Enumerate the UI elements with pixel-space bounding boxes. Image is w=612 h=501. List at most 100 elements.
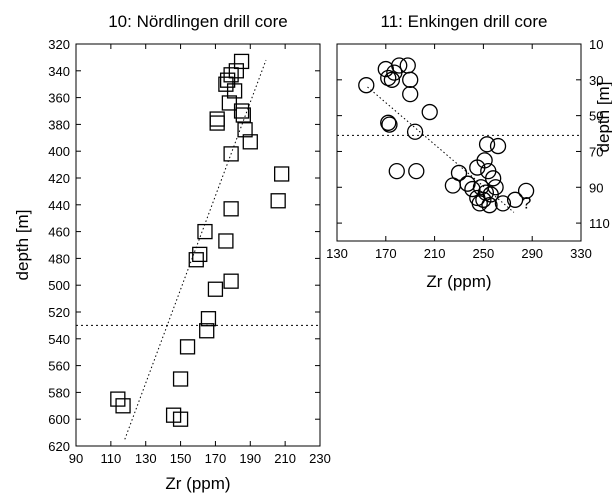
data-point-square: [192, 246, 208, 263]
x-tick-label: 170: [205, 451, 227, 466]
x-tick-label: 230: [309, 451, 331, 466]
data-point-circle: [381, 116, 398, 133]
data-point-circle: [408, 163, 425, 180]
data-point-circle: [421, 103, 438, 121]
data-point-square: [274, 166, 290, 182]
data-point-circle: [485, 170, 502, 187]
x-axis-title-enkingen: Zr (ppm): [426, 272, 491, 291]
data-point-square: [209, 115, 225, 131]
data-point-square: [237, 122, 253, 138]
data-point-square: [235, 107, 251, 123]
data-point-square: [188, 252, 204, 268]
data-point-circle: [478, 136, 496, 153]
y-axis-title-nordlingen: depth [m]: [13, 210, 32, 281]
data-point-square: [179, 339, 196, 355]
data-point-square: [221, 95, 238, 111]
data-points-enkingen: [358, 57, 535, 214]
x-tick-label: 90: [69, 451, 83, 466]
chart-enkingen: 11: Enkingen drill core 130 170 210 250 290 3…: [326, 12, 612, 291]
data-point-circle: [399, 57, 416, 74]
data-point-circle: [471, 195, 488, 212]
annotations-nordlingen: [76, 59, 320, 440]
data-point-circle: [517, 182, 535, 200]
data-point-square: [218, 233, 234, 249]
y-tick-label: 440: [48, 198, 70, 213]
data-point-circle: [388, 163, 405, 180]
y-tick-label: 600: [48, 412, 70, 427]
plot-area-enkingen: [336, 43, 582, 242]
y-tick-label: 560: [48, 359, 70, 374]
data-point-circle: [444, 177, 462, 194]
data-point-circle: [380, 114, 397, 131]
data-point-circle: [391, 57, 408, 74]
y-tick-label: 110: [589, 216, 610, 231]
y-tick-label: 30: [589, 73, 603, 88]
x-tick-label: 290: [521, 246, 543, 261]
data-point-circle: [358, 77, 375, 94]
x-tick-label: 330: [570, 246, 592, 261]
y-tick-label: 420: [48, 171, 70, 186]
data-point-circle: [489, 137, 507, 155]
data-point-circle: [406, 123, 424, 140]
data-point-square: [172, 371, 189, 387]
y-tick-label: 360: [48, 91, 70, 106]
data-point-circle: [481, 197, 498, 214]
data-point-square: [115, 398, 131, 414]
data-point-square: [223, 273, 239, 289]
data-point-circle: [377, 60, 394, 78]
y-tick-label: 520: [48, 305, 70, 320]
data-point-square: [233, 103, 250, 119]
y-tick-label: 380: [48, 117, 70, 132]
data-point-square: [172, 411, 189, 427]
data-point-square: [270, 193, 286, 209]
data-point-circle: [494, 195, 512, 212]
data-point-square: [207, 281, 224, 297]
data-points-nordlingen: [110, 53, 290, 427]
y-tick-label: 70: [589, 144, 603, 159]
data-point-square: [223, 146, 239, 162]
y-tick-label: 460: [48, 225, 70, 240]
data-point-circle: [380, 69, 397, 87]
x-tick-label: 110: [100, 451, 121, 466]
y-tick-label: 340: [48, 64, 70, 79]
data-point-square: [233, 53, 250, 70]
data-point-square: [242, 134, 258, 150]
x-axis-title-nordlingen: Zr (ppm): [165, 474, 230, 493]
y-axis-title-enkingen: depth [m]: [594, 82, 612, 153]
data-point-square: [228, 63, 244, 79]
data-point-square: [197, 223, 213, 240]
x-tick-label: 130: [326, 246, 348, 261]
data-point-circle: [506, 191, 524, 208]
axis-ticks-enkingen: 130 170 210 250 290 330 10 30 50 70 90 110: [326, 37, 610, 261]
chart-title-nordlingen: 10: Nördlingen drill core: [108, 12, 288, 31]
annotations-enkingen: ?: [337, 86, 581, 213]
x-tick-label: 250: [473, 246, 495, 261]
y-tick-label: 500: [48, 278, 70, 293]
chart-title-enkingen: 11: Enkingen drill core: [381, 12, 548, 31]
x-tick-label: 130: [135, 451, 157, 466]
y-tick-label: 50: [589, 109, 603, 124]
data-point-circle: [475, 191, 492, 208]
y-tick-label: 90: [589, 180, 603, 195]
y-tick-label: 540: [48, 332, 70, 347]
axis-ticks-nordlingen: 90 110 130 150 170 190 210 230 320 340 360 380 400 42…: [48, 37, 331, 466]
data-point-circle: [469, 159, 486, 176]
x-tick-label: 210: [274, 451, 296, 466]
y-tick-label: 320: [48, 37, 70, 52]
annotation-question-mark: ?: [522, 193, 531, 212]
data-point-circle: [402, 85, 419, 103]
plot-area-nordlingen: [75, 43, 321, 447]
y-tick-label: 580: [48, 385, 70, 400]
data-point-circle: [383, 71, 401, 88]
data-point-square: [223, 201, 239, 217]
y-tick-label: 620: [48, 439, 70, 454]
trend-line: [124, 59, 267, 440]
data-point-square: [223, 67, 239, 83]
data-point-square: [226, 83, 243, 99]
data-point-square: [200, 311, 217, 327]
x-tick-label: 170: [375, 246, 397, 261]
data-point-square: [199, 323, 215, 339]
data-point-circle: [402, 71, 419, 88]
